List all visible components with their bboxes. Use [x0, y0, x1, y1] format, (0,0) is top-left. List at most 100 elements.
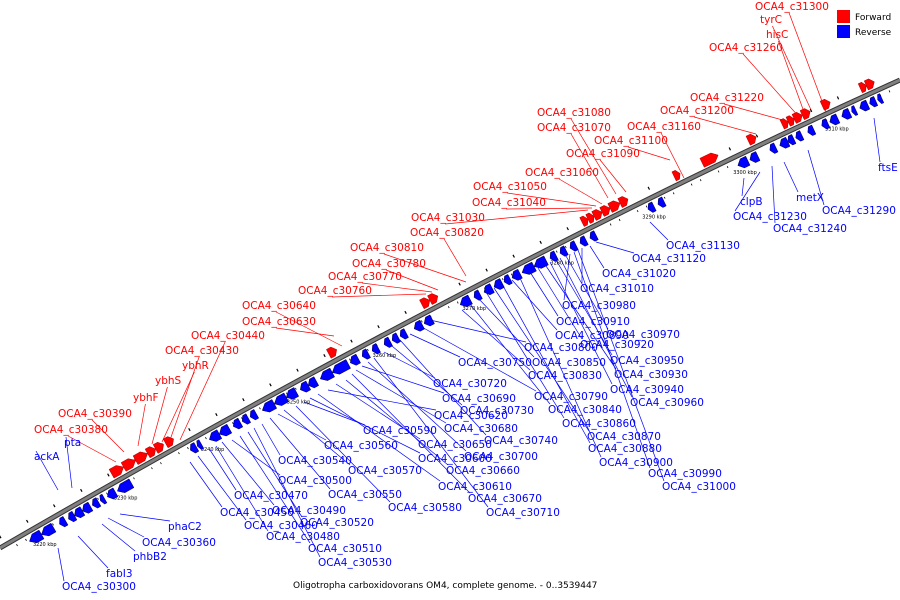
reverse-leader-line [345, 379, 449, 466]
forward-gene [699, 152, 719, 168]
forward-leader-line [67, 435, 117, 463]
reverse-gene [331, 359, 351, 375]
tick-mark [447, 306, 450, 309]
reverse-leader-line [537, 267, 583, 340]
reverse-leader-line [327, 389, 437, 411]
forward-leader-line [443, 238, 467, 277]
reverse-leader-line [529, 271, 559, 317]
forward-gene [326, 346, 337, 359]
tick-mark [52, 523, 54, 526]
reverse-gene-label: OCA4_c30480 [266, 531, 340, 543]
forward-gene-label: OCA4_c30630 [242, 316, 316, 328]
reverse-leader-line [589, 245, 605, 269]
forward-gene [144, 446, 156, 459]
forward-gene-label: OCA4_c31260 [709, 42, 783, 54]
tick-mark [323, 354, 326, 358]
legend-swatch-reverse [837, 25, 850, 38]
reverse-gene [493, 278, 505, 290]
reverse-leader-line [303, 401, 366, 426]
tick-mark [151, 467, 153, 470]
forward-gene-label: OCA4_c31160 [627, 121, 701, 133]
reverse-gene [483, 283, 495, 296]
reverse-gene [503, 274, 513, 286]
reverse-gene-label: OCA4_c30690 [442, 393, 516, 405]
reverse-gene-label: OCA4_c30540 [278, 455, 352, 467]
tick-mark [510, 273, 513, 276]
forward-gene-label: OCA4_c31040 [472, 197, 546, 209]
reverse-leader-line [107, 517, 145, 538]
reverse-gene [107, 487, 119, 500]
tick-mark [888, 90, 891, 93]
tick-mark [672, 192, 675, 195]
forward-gene-label: OCA4_c30770 [328, 271, 402, 283]
tick-label: 3290 kbp [642, 214, 666, 220]
forward-leader-line [275, 311, 343, 347]
forward-gene-label: OCA4_c31300 [755, 1, 829, 13]
forward-gene [819, 98, 831, 111]
forward-gene [132, 451, 148, 465]
reverse-leader-line [373, 357, 489, 508]
forward-leader-line [570, 133, 609, 199]
reverse-leader-line [649, 221, 669, 241]
tick-label: 3280 kbp [550, 261, 574, 267]
forward-leader-line [627, 146, 671, 161]
tick-mark [501, 278, 504, 281]
forward-gene-label: hisC [766, 29, 788, 41]
legend: Forward Reverse [837, 10, 892, 38]
forward-leader-line [724, 103, 791, 123]
forward-leader-line [169, 356, 200, 441]
forward-gene [671, 170, 681, 182]
reverse-gene [92, 497, 102, 509]
reverse-gene [371, 343, 381, 355]
reverse-leader-line [221, 441, 275, 506]
reverse-leader-line [501, 283, 591, 444]
reverse-gene [250, 409, 260, 421]
reverse-leader-line [807, 149, 825, 206]
reverse-leader-line [295, 405, 391, 503]
tick-mark [52, 504, 56, 508]
tick-mark [160, 462, 162, 465]
forward-leader-line [383, 253, 467, 283]
reverse-gene [559, 245, 569, 257]
reverse-gene-label: OCA4_c30730 [460, 405, 534, 417]
reverse-gene-label: OCA4_c30660 [446, 465, 520, 477]
tick-mark [25, 538, 27, 541]
forward-leader-line [660, 132, 685, 179]
reverse-leader-line [549, 261, 613, 385]
forward-gene [108, 465, 124, 479]
tick-mark [564, 246, 567, 249]
reverse-gene-label: OCA4_c30750 [458, 357, 532, 369]
tick-mark [566, 227, 569, 231]
forward-gene-label: OCA4_c30380 [34, 424, 108, 436]
forward-leader-line [599, 159, 627, 193]
reverse-gene-label: OCA4_c31130 [666, 240, 740, 252]
reverse-gene-label: OCA4_c30930 [614, 369, 688, 381]
tick-mark [485, 268, 488, 272]
reverse-gene [511, 268, 523, 281]
reverse-leader-line [577, 249, 665, 482]
reverse-gene [459, 294, 473, 308]
forward-gene [791, 112, 803, 124]
tick-mark [555, 250, 558, 253]
reverse-leader-line [873, 117, 881, 163]
reverse-gene [391, 332, 401, 344]
tick-mark [242, 398, 245, 402]
tick-mark [377, 325, 380, 329]
forward-leader-line [332, 293, 427, 298]
forward-gene-label: OCA4_c30430 [165, 345, 239, 357]
reverse-leader-line [277, 413, 327, 441]
tick-mark [755, 134, 759, 138]
reverse-gene [851, 105, 859, 116]
tick-mark [728, 147, 732, 151]
reverse-leader-line [461, 309, 531, 371]
backbone-line [0, 78, 900, 550]
tick-mark [215, 413, 218, 417]
reverse-gene-label: OCA4_c30870 [587, 431, 661, 443]
tick-mark [539, 240, 542, 244]
tick-mark [16, 544, 18, 547]
reverse-gene-label: OCA4_c30560 [324, 440, 398, 452]
reverse-gene-label: OCA4_c30530 [318, 557, 392, 569]
reverse-gene [308, 376, 320, 389]
reverse-gene-label: OCA4_c30450 [220, 507, 294, 519]
reverse-gene-label: ftsE [878, 162, 898, 174]
